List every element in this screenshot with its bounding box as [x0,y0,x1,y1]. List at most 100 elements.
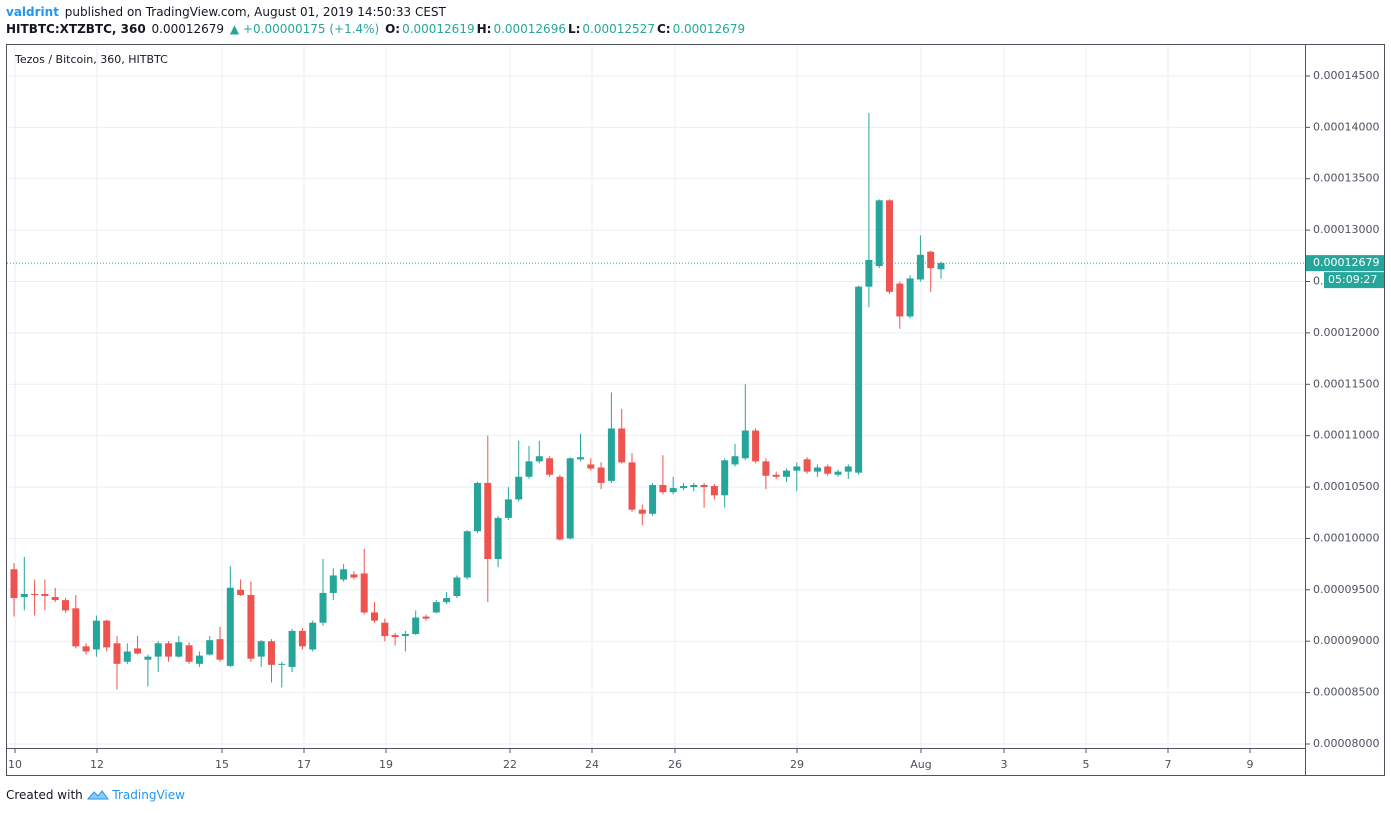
y-tick-label: 0.00014500 [1313,69,1379,82]
y-tick-label: 0.00011500 [1313,377,1379,390]
countdown: 05:09:27 [1328,273,1377,286]
published: published on TradingView.com, August 01,… [64,5,446,19]
logo [86,790,109,800]
candle-body [638,509,646,514]
brand[interactable]: TradingView [112,788,185,802]
candle-body [206,640,214,655]
candle-body [247,594,255,659]
x-tick-label: 7 [1165,758,1172,771]
candle-body [618,428,626,463]
candle-body [298,630,306,647]
candle-body [309,622,317,650]
candle-body [659,485,667,493]
author[interactable]: valdrint [6,5,59,19]
candle-body [504,499,512,518]
x-tick-label: 17 [297,758,311,771]
candle-body [597,467,605,483]
candle-body [927,251,935,269]
quote-label: O: [385,22,401,36]
candle-body [680,486,687,489]
candle-body [772,474,780,477]
candle-body [886,200,893,292]
countdown-box [1324,272,1384,289]
x-tick-label: 19 [379,758,393,771]
candle-body [937,263,945,270]
candle-body [350,574,358,578]
candle-body [474,482,481,532]
x-tick-label: 15 [215,758,229,771]
last-price: 0.00012679 [151,22,225,36]
last-price-box [1306,255,1384,272]
candle-body [82,646,90,652]
candle-body [556,476,564,540]
candle-body [566,458,574,539]
candle-body [185,645,193,662]
candle-body [731,456,739,465]
candle-body [752,430,760,462]
y-tick-label: 0.00013000 [1313,223,1379,236]
candle-body [10,569,18,599]
x-tick-label: 9 [1247,758,1254,771]
candle-body [41,593,49,596]
candle-body [278,663,286,665]
candle-body [360,573,368,613]
quote-label: L: [567,22,581,36]
candle-body [494,517,502,559]
candle-body [649,485,657,514]
candle-body [319,592,327,623]
candle-body [113,643,121,664]
candle-body [175,642,183,657]
candle-body [607,428,615,481]
candle-body [412,617,420,635]
candle-body [103,620,111,648]
candle-body [257,641,265,657]
candle-body [195,655,203,664]
y-tick-label: 0.00012000 [1313,326,1379,339]
footer: Created with TradingView [6,787,185,802]
x-tick-label: 22 [503,758,517,771]
x-tick-label: Aug [910,758,931,771]
candle-body [237,589,245,595]
header-line: valdrint published on TradingView.com, A… [6,5,448,19]
candle-body [741,430,749,459]
candle-body [721,460,729,496]
candle-body [31,593,39,595]
plot [10,112,945,690]
candle-body [628,462,636,510]
candle-body [906,278,914,317]
candle-body [546,458,554,475]
y-tick-label: 0.00013500 [1313,172,1379,185]
candle-body [587,464,595,469]
candle-body [813,467,821,472]
quote-label: C: [656,22,671,36]
candle-body [824,466,832,474]
symbol: HITBTC:XTZBTC, 360 [6,22,146,36]
x-tick-label: 5 [1083,758,1090,771]
candle-body [288,630,296,667]
candle-body [268,641,275,665]
candle-body [422,616,430,619]
candle-body [134,648,142,654]
candle-body [762,461,770,476]
quote-value: 0.00012619 [402,22,475,36]
candle-body [896,283,904,317]
candle-body [463,531,471,578]
y-tick-label: 0.00014000 [1313,120,1379,133]
candle-body [381,622,389,637]
grid [7,45,1305,748]
y-tick-label: 0.00010500 [1313,480,1379,493]
candle-body [669,488,677,493]
candle-body [62,600,69,611]
candle-body [834,471,842,475]
y-tick-label: 0.00009000 [1313,634,1379,647]
candle-body [844,466,852,472]
candle-body [803,459,811,472]
candle-body [226,587,234,666]
x-tick-label: 3 [1001,758,1008,771]
candle-body [700,485,708,488]
candle-body [123,651,131,662]
quote-value: 0.00012679 [672,22,746,36]
candle-body [216,639,224,660]
